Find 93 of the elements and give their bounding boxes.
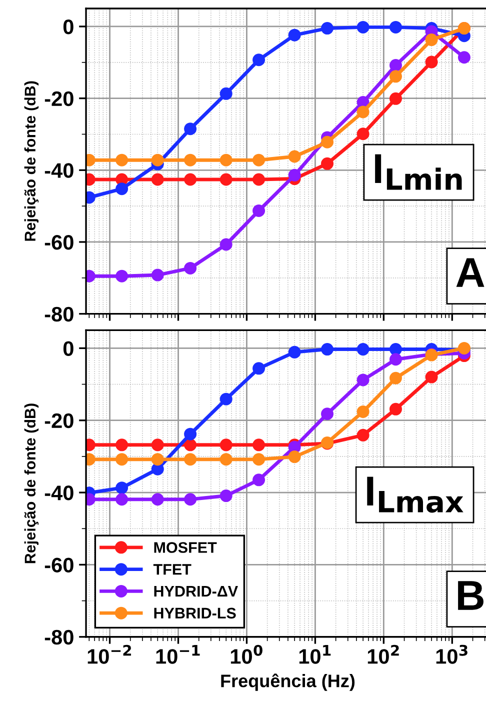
point [116, 482, 128, 494]
point [252, 438, 266, 452]
point [151, 173, 164, 186]
point [151, 438, 164, 452]
point [252, 204, 266, 217]
point [116, 453, 128, 466]
point [116, 270, 128, 282]
point [252, 154, 266, 166]
point [356, 106, 370, 118]
y-tick-label: 0 [63, 341, 74, 356]
point [252, 474, 266, 486]
point [220, 87, 232, 100]
point [151, 268, 164, 282]
point [184, 173, 197, 186]
point [425, 370, 438, 384]
point [321, 157, 334, 170]
point [425, 34, 438, 46]
y-tick-label: -40 [44, 163, 74, 178]
x-tick-label: 10$^{1}$ [299, 645, 331, 664]
y-tick-label: -40 [44, 486, 74, 500]
legend-label: HYDRID-ΔV [154, 586, 238, 597]
point [252, 54, 266, 66]
y-axis-title: Rejeição de fonte (dB) [24, 404, 39, 564]
y-axis-title: Rejeição de fonte (dB) [24, 81, 39, 241]
point [288, 168, 301, 182]
point [321, 408, 334, 420]
legend-label: HYBRID-LS [154, 608, 236, 619]
point [356, 20, 370, 34]
point [389, 343, 402, 356]
point [220, 438, 232, 452]
annotation: A [456, 258, 484, 287]
point [184, 438, 197, 452]
point [288, 346, 301, 358]
point [389, 92, 402, 105]
point [184, 122, 197, 136]
point [151, 493, 164, 506]
x-tick-label: 10$^{2}$ [368, 644, 399, 664]
legend-label: TFET [153, 564, 192, 575]
point [220, 453, 232, 466]
y-tick-label: -80 [44, 306, 74, 322]
point [321, 136, 334, 148]
point [389, 70, 402, 83]
point [184, 154, 197, 166]
y-tick-label: -80 [44, 630, 74, 645]
point [389, 372, 402, 384]
x-tick-label: 10$^{−2}$ [88, 644, 132, 664]
y-tick-label: -60 [44, 558, 74, 572]
point [116, 438, 128, 452]
point [184, 428, 197, 440]
x-tick-label: 10$^{−1}$ [156, 645, 200, 664]
point [116, 154, 128, 166]
point [116, 182, 128, 196]
y-tick-label: -60 [44, 234, 74, 250]
point [458, 51, 470, 64]
point [288, 150, 301, 163]
point [356, 343, 370, 356]
point [184, 493, 197, 506]
x-tick-label: 10$^{3}$ [436, 644, 468, 664]
point [220, 490, 232, 502]
point [356, 428, 370, 442]
point [425, 56, 438, 68]
point [252, 362, 266, 375]
annotation: I$_{Lmin}$ [375, 154, 462, 190]
point [184, 453, 197, 466]
point [288, 450, 301, 464]
x-axis-title: Frequência (Hz) [221, 674, 355, 691]
point [220, 392, 232, 406]
point [321, 22, 334, 35]
point [220, 173, 232, 186]
point [389, 59, 402, 72]
point [321, 343, 334, 356]
y-tick-label: -20 [44, 413, 74, 428]
point [252, 173, 266, 186]
point [389, 20, 402, 34]
point [356, 405, 370, 418]
point [252, 453, 266, 466]
y-tick-label: -20 [44, 91, 74, 106]
point [220, 238, 232, 251]
point [356, 374, 370, 386]
legend-label: MOSFET [154, 542, 217, 553]
point [184, 262, 197, 274]
point [151, 453, 164, 466]
point [288, 28, 301, 42]
point [389, 402, 402, 416]
y-tick-label: 0 [63, 19, 74, 34]
point [116, 493, 128, 506]
point [356, 128, 370, 140]
annotation: I$_{Lmax}$ [367, 476, 464, 513]
point [389, 353, 402, 366]
x-tick-label: 10$^{0}$ [230, 644, 262, 664]
annotation: B [458, 581, 484, 610]
point [220, 154, 232, 166]
point [151, 154, 164, 166]
